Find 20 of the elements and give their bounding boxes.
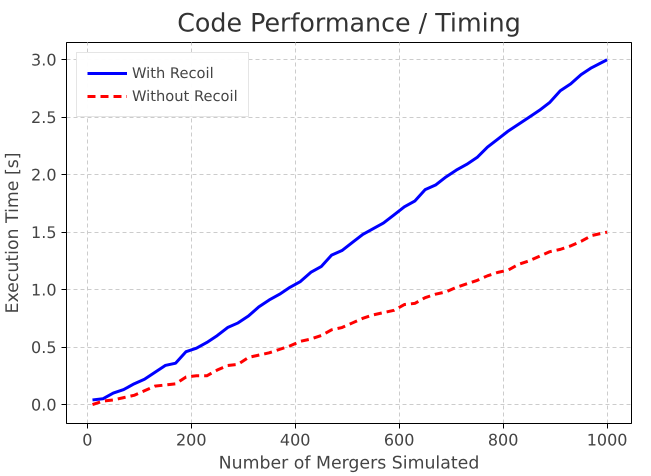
x-axis-title: Number of Mergers Simulated — [218, 454, 480, 474]
y-tick-label: 3.0 — [31, 50, 57, 70]
x-tick-label: 800 — [488, 430, 518, 450]
chart-title: Code Performance / Timing — [177, 8, 521, 38]
y-tick-label: 2.5 — [31, 108, 57, 128]
legend-label: With Recoil — [132, 64, 214, 82]
x-tick-label: 400 — [280, 430, 310, 450]
x-tick-label: 200 — [176, 430, 207, 450]
x-tick-label: 1000 — [586, 430, 628, 450]
x-tick-label: 0 — [82, 430, 92, 450]
y-tick-label: 2.0 — [31, 166, 57, 185]
y-tick-label: 1.0 — [31, 280, 57, 300]
y-tick-label: 1.5 — [31, 223, 57, 242]
y-tick-label: 0.5 — [31, 338, 57, 358]
line-series — [90, 58, 609, 402]
legend-label: Without Recoil — [132, 88, 238, 104]
x-tick-label: 600 — [384, 430, 414, 450]
y-tick-label: 0.0 — [31, 396, 57, 415]
line-series — [90, 230, 609, 406]
y-axis-title: Execution Time [s] — [3, 152, 24, 314]
